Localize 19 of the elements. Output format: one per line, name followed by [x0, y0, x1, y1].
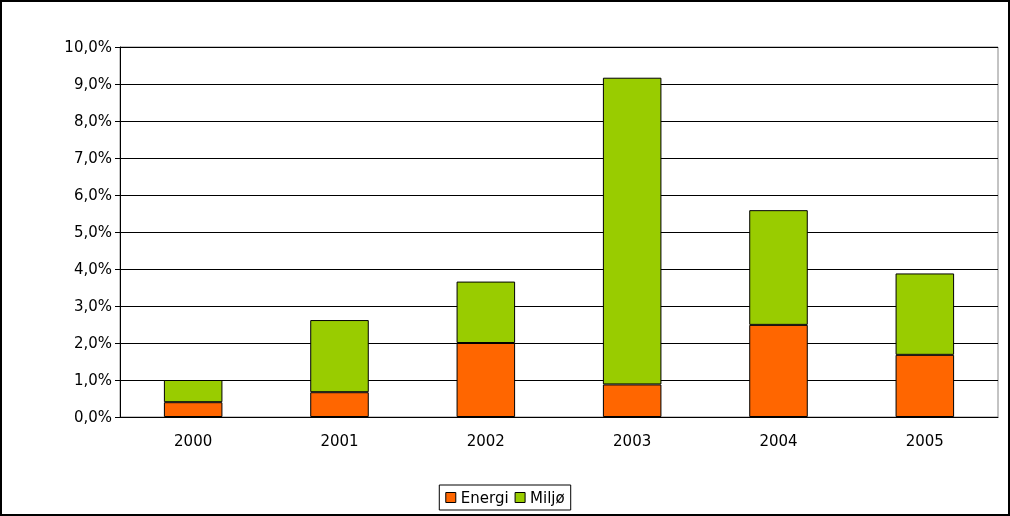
x-tick-label: 2000	[174, 431, 213, 450]
y-tick-label: 8,0%	[73, 112, 112, 130]
y-tick-label: 0,0%	[73, 408, 112, 426]
y-tick-label: 3,0%	[73, 297, 112, 315]
x-tick-label: 2004	[759, 431, 798, 450]
y-tick-label: 10,0%	[64, 38, 112, 56]
y-tick-label: 4,0%	[73, 260, 112, 278]
y-tick-label: 1,0%	[73, 371, 112, 389]
y-tick-label: 9,0%	[73, 75, 112, 93]
x-tick-label: 2002	[466, 431, 505, 450]
x-tick-label: 2005	[905, 431, 944, 450]
y-tick-label: 2,0%	[73, 334, 112, 352]
y-tick-label: 6,0%	[73, 186, 112, 204]
legend-label: Miljø	[530, 488, 565, 507]
x-tick-label: 2003	[613, 431, 652, 450]
y-tick-label: 5,0%	[73, 223, 112, 241]
legend-label: Energi	[460, 488, 509, 507]
y-tick-label: 7,0%	[73, 149, 112, 167]
x-tick-label: 2001	[320, 431, 359, 450]
